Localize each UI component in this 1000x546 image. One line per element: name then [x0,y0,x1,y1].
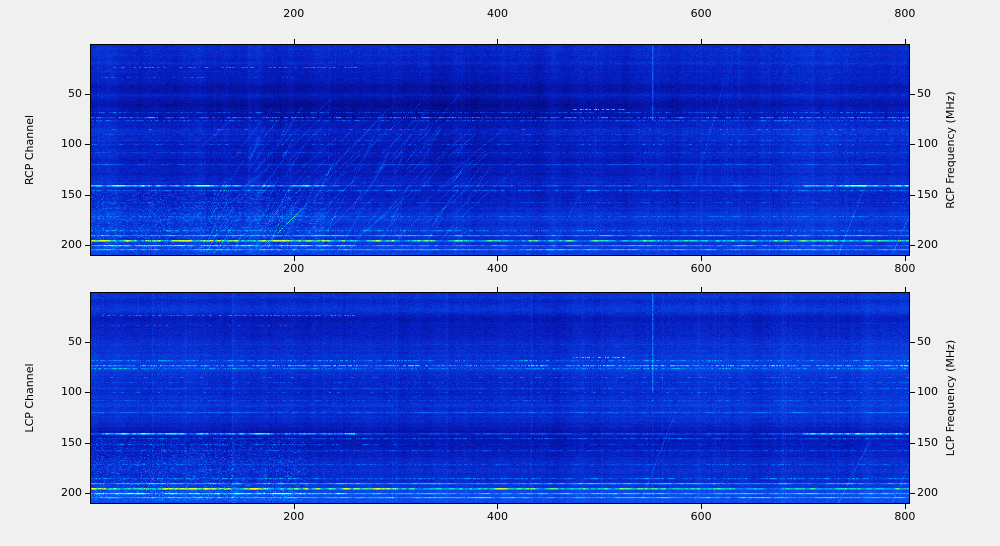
y-tick-mark [910,392,915,393]
y-tick-label: 150 [917,187,938,201]
y-tick-label: 50 [917,334,931,348]
y-tick-label: 150 [61,187,82,201]
x-tick-mark [497,39,498,44]
y-tick-mark [910,443,915,444]
x-tick-mark [701,287,702,292]
x-tick-mark [294,504,295,509]
y-tick-label: 200 [917,486,938,500]
y-tick-mark [910,195,915,196]
y-tick-mark [85,392,90,393]
y-tick-label: 100 [61,137,82,151]
y-tick-label: 200 [61,486,82,500]
x-tick-mark [497,256,498,261]
y-tick-mark [85,443,90,444]
x-tick-mark [294,39,295,44]
y-tick-label: 100 [917,137,938,151]
y-tick-mark [910,245,915,246]
x-tick-mark [701,256,702,261]
x-tick-label: 400 [486,7,508,20]
x-tick-label: 400 [486,262,508,275]
x-tick-label: 200 [283,510,305,523]
x-tick-mark [701,504,702,509]
y-tick-label: 100 [61,385,82,399]
x-tick-mark [294,287,295,292]
y-tick-mark [910,493,915,494]
lcp-channel-axis-label: LCP Channel [23,363,36,433]
y-tick-label: 150 [61,435,82,449]
x-tick-mark [905,287,906,292]
y-tick-mark [85,94,90,95]
rcp-channel-axis-label: RCP Channel [23,114,36,186]
y-tick-label: 200 [61,238,82,252]
x-tick-mark [905,256,906,261]
x-tick-mark [701,39,702,44]
y-tick-mark [910,94,915,95]
x-tick-label: 800 [894,262,916,275]
x-tick-label: 200 [283,262,305,275]
x-tick-mark [905,504,906,509]
x-tick-mark [905,39,906,44]
x-tick-label: 800 [894,510,916,523]
y-tick-label: 50 [917,86,931,100]
rcp-spectrogram-panel [90,44,910,256]
y-tick-mark [910,144,915,145]
y-tick-mark [85,144,90,145]
x-tick-mark [497,287,498,292]
rcp-spectrogram-canvas [91,45,909,255]
lcp-spectrogram-panel [90,292,910,504]
x-tick-label: 600 [690,510,712,523]
lcp-spectrogram-canvas [91,293,909,503]
x-tick-label: 400 [486,510,508,523]
y-tick-mark [85,493,90,494]
x-tick-label: 600 [690,262,712,275]
y-tick-mark [85,195,90,196]
x-tick-mark [294,256,295,261]
y-tick-mark [910,342,915,343]
y-tick-mark [85,342,90,343]
x-tick-mark [497,504,498,509]
y-tick-label: 100 [917,385,938,399]
y-tick-label: 50 [68,334,82,348]
y-tick-label: 200 [917,238,938,252]
y-tick-label: 50 [68,86,82,100]
x-tick-label: 200 [283,7,305,20]
x-tick-label: 600 [690,7,712,20]
y-tick-mark [85,245,90,246]
x-tick-label: 800 [894,7,916,20]
y-tick-label: 150 [917,435,938,449]
